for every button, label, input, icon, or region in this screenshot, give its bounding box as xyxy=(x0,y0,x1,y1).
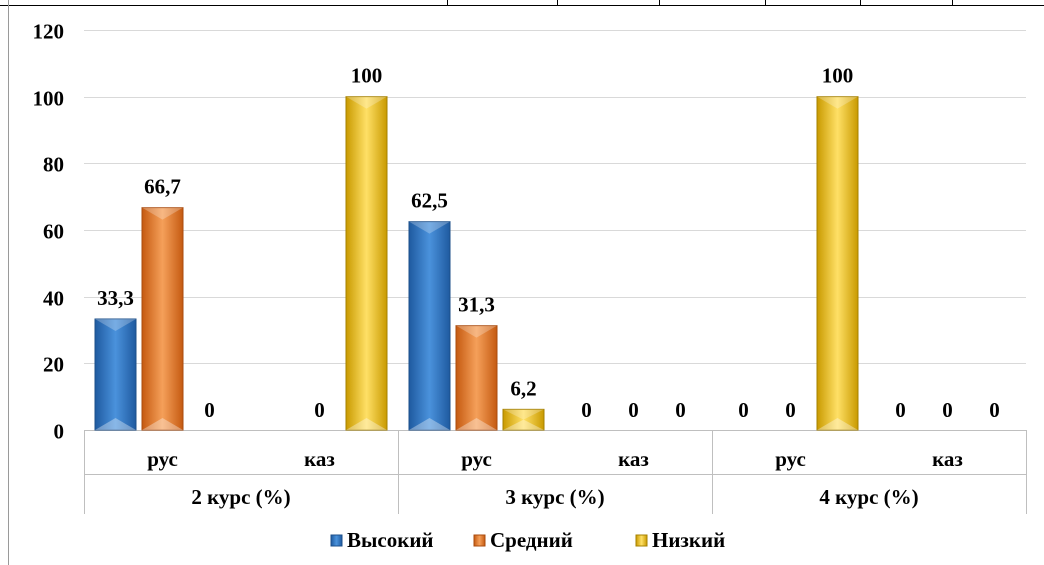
bar-bevel-top xyxy=(456,325,497,338)
data-label: 33,3 xyxy=(97,286,134,310)
bar-bevel-top xyxy=(142,207,183,220)
bar-высокий xyxy=(94,318,137,431)
y-tick-label: 20 xyxy=(43,353,64,377)
x-category-label: рус xyxy=(775,447,806,471)
data-label: 0 xyxy=(314,398,325,422)
legend-swatch-средний xyxy=(473,534,486,547)
bar-bevel-bottom xyxy=(95,418,136,430)
y-tick-label: 60 xyxy=(43,220,64,244)
gridlines xyxy=(84,30,1026,431)
data-label: 62,5 xyxy=(411,189,448,213)
bar-bevel-bottom xyxy=(409,418,450,430)
bar-bevel-bottom xyxy=(142,418,183,430)
bars xyxy=(94,96,859,431)
data-labels: 33,3 66,7 0 0 100 62,5 31,3 6,2 0 0 0 0 0 100 0 0 0 xyxy=(97,64,1000,422)
data-label: 0 xyxy=(785,398,796,422)
data-label: 31,3 xyxy=(458,293,495,317)
legend-swatch-высокий xyxy=(330,534,343,547)
bar-bevel-top xyxy=(95,319,136,331)
data-label: 0 xyxy=(675,398,686,422)
data-label: 0 xyxy=(942,398,953,422)
data-label: 0 xyxy=(895,398,906,422)
y-tick-label: 100 xyxy=(33,87,65,111)
bar-высокий xyxy=(408,221,451,431)
y-tick-label: 40 xyxy=(43,287,64,311)
legend-label: Средний xyxy=(490,528,573,552)
bar-bevel-bottom xyxy=(503,419,544,430)
y-axis: 0 20 40 60 80 100 120 xyxy=(33,20,65,444)
data-label: 0 xyxy=(628,398,639,422)
legend: Высокий Средний Низкий xyxy=(330,528,725,552)
bar-средний xyxy=(455,325,498,431)
y-tick-label: 80 xyxy=(43,153,64,177)
bar-bevel-top xyxy=(817,96,858,109)
data-label: 100 xyxy=(351,64,383,88)
bar-низкий xyxy=(502,408,545,431)
x-group-label: 4 курс (%) xyxy=(819,485,918,509)
bar-bevel-top xyxy=(503,409,544,420)
data-label: 0 xyxy=(738,398,749,422)
bar-bevel-top xyxy=(346,96,387,109)
y-tick-label: 0 xyxy=(54,420,65,444)
x-group-label: 3 курс (%) xyxy=(505,485,604,509)
bar-средний xyxy=(141,207,184,431)
x-category-label: рус xyxy=(147,447,178,471)
x-category-label: каз xyxy=(304,447,335,471)
x-category-label: рус xyxy=(461,447,492,471)
bar-bevel-bottom xyxy=(346,418,387,430)
data-label: 0 xyxy=(581,398,592,422)
legend-swatch-низкий xyxy=(635,534,648,547)
data-label: 6,2 xyxy=(510,376,536,400)
bar-bevel-bottom xyxy=(456,418,497,430)
bar-низкий xyxy=(816,96,859,431)
legend-label: Низкий xyxy=(652,528,725,552)
bar-bevel-top xyxy=(409,221,450,234)
x-axis: рус каз рус каз рус каз 2 курс (%) 3 курс (%) 4 … xyxy=(84,430,1027,514)
data-label: 66,7 xyxy=(144,175,181,199)
legend-label: Высокий xyxy=(347,528,434,552)
y-tick-label: 120 xyxy=(33,20,65,44)
data-label: 0 xyxy=(989,398,1000,422)
bar-bevel-bottom xyxy=(817,418,858,430)
x-group-label: 2 курс (%) xyxy=(191,485,290,509)
data-label: 0 xyxy=(204,398,215,422)
x-category-label: каз xyxy=(932,447,963,471)
bar-низкий xyxy=(345,96,388,431)
x-category-label: каз xyxy=(618,447,649,471)
data-label: 100 xyxy=(822,64,854,88)
